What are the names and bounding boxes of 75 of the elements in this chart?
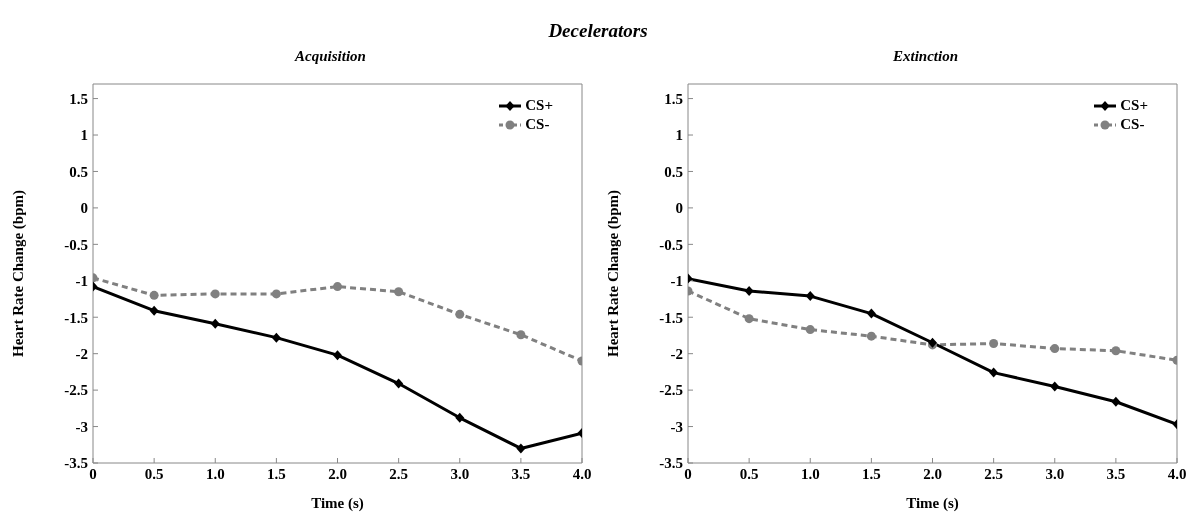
x-tick-label: 3.5 [1106, 465, 1126, 482]
point [149, 290, 159, 300]
y-tick-label: -0.5 [64, 236, 88, 253]
point [455, 412, 465, 423]
y-tick-label: 1 [80, 127, 88, 144]
y-tick-label: -3.5 [659, 455, 683, 472]
y-tick-label: 0 [80, 200, 88, 217]
chart-title: Decelerators [548, 20, 648, 41]
legend-label: CS- [1120, 116, 1145, 133]
point [333, 282, 342, 292]
y-tick-label: 0 [675, 200, 683, 217]
y-tick-label: -1.5 [64, 309, 88, 326]
x-tick-label: 1.5 [267, 465, 286, 482]
point [866, 331, 876, 341]
point [1050, 344, 1060, 354]
y-axis-title: Heart Rate Change (bpm) [10, 189, 28, 358]
point [394, 378, 404, 389]
legend-label: CS+ [1120, 97, 1148, 114]
point [271, 332, 281, 343]
y-tick-label: -2 [75, 346, 88, 362]
point [1050, 381, 1060, 392]
y-tick-label: -0.5 [659, 236, 683, 253]
point [866, 308, 876, 319]
x-tick-label: 4.0 [572, 465, 592, 482]
x-tick-label: 3.5 [511, 465, 531, 482]
x-tick-label: 2.5 [389, 465, 408, 482]
point [210, 289, 220, 299]
point [805, 325, 815, 335]
y-tick-label: 0.5 [664, 163, 683, 180]
point [455, 309, 465, 319]
y-tick-label: -3.5 [64, 455, 88, 472]
y-tick-label: -1.5 [659, 309, 683, 326]
point [271, 289, 281, 299]
chart-subtitle: Acquisition [293, 48, 367, 66]
point [394, 287, 404, 297]
chart-subtitle: Extinction [892, 48, 959, 66]
legend-label: CS+ [525, 97, 553, 114]
point [333, 350, 342, 361]
x-tick-label: 2.0 [328, 465, 347, 482]
point [744, 314, 754, 324]
point [989, 338, 999, 348]
x-tick-label: 4.0 [1167, 465, 1187, 482]
x-axis-title: Time (s) [311, 495, 364, 512]
y-tick-label: -3 [670, 418, 683, 435]
x-tick-label: 1.5 [862, 465, 881, 482]
point [744, 285, 754, 296]
point [516, 330, 526, 340]
y-tick-label: -1 [75, 273, 88, 290]
y-tick-label: 1.5 [69, 90, 88, 107]
x-tick-label: 2.0 [923, 465, 942, 482]
x-tick-label: 2.5 [984, 465, 1003, 482]
x-tick-label: 3.0 [1045, 465, 1065, 482]
legend-label: CS- [525, 116, 550, 133]
point [1111, 396, 1121, 407]
y-tick-label: -3 [75, 418, 88, 435]
x-tick-label: 1.0 [205, 465, 225, 482]
x-tick-label: 0.5 [144, 465, 164, 482]
x-tick-label: 3.0 [450, 465, 470, 482]
point [210, 318, 220, 329]
point [1111, 346, 1121, 356]
y-tick-label: 1 [675, 127, 683, 144]
x-axis-title: Time (s) [906, 495, 959, 512]
point [805, 291, 815, 302]
x-tick-label: 0.5 [739, 465, 759, 482]
point [989, 367, 999, 378]
point [149, 305, 159, 316]
y-tick-label: -2 [670, 346, 683, 362]
y-axis-title: Heart Rate Change (bpm) [605, 189, 623, 358]
y-tick-label: 1.5 [664, 90, 683, 107]
point [516, 443, 526, 454]
y-tick-label: -2.5 [64, 382, 88, 399]
y-tick-label: -2.5 [659, 382, 683, 399]
y-tick-label: -1 [670, 273, 683, 290]
x-tick-label: 1.0 [800, 465, 820, 482]
y-tick-label: 0.5 [69, 163, 88, 180]
